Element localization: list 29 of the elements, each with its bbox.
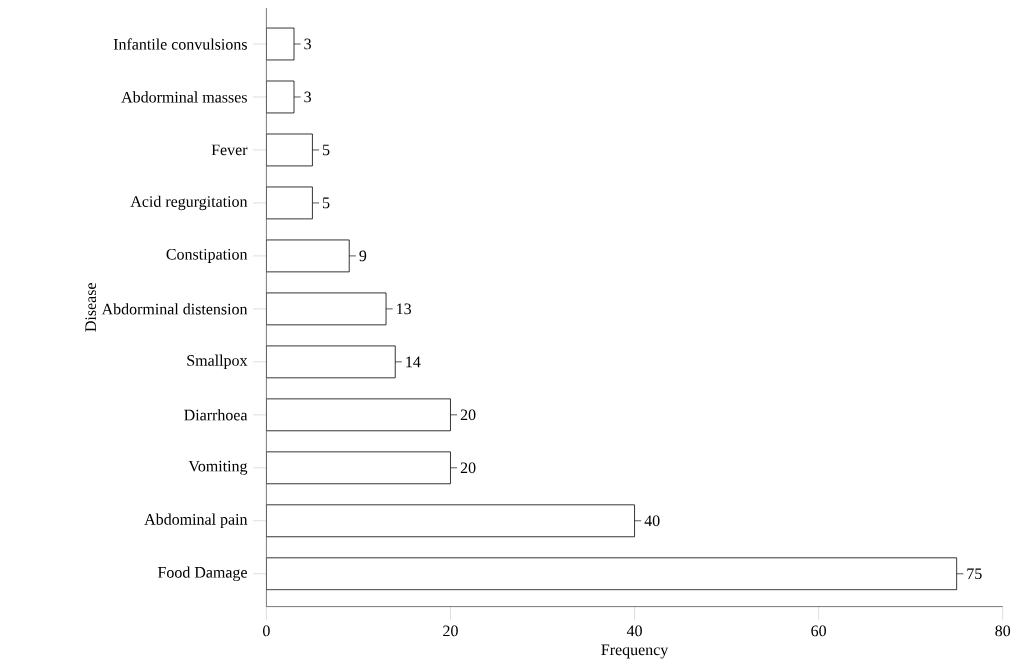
data-label: 75: [967, 568, 982, 580]
x-axis-title: Frequency: [601, 644, 669, 659]
x-tick-label: 60: [811, 625, 827, 637]
data-label: 13: [397, 303, 412, 315]
x-tick-label: 0: [263, 625, 270, 637]
data-label: 3: [304, 38, 312, 50]
data-label: 5: [322, 197, 330, 209]
y-tick-label: Fever: [211, 144, 248, 156]
x-tick-label: 40: [626, 625, 642, 637]
y-tick-label: Constipation: [166, 249, 248, 264]
y-tick-label: Abdorminal distension: [101, 303, 248, 315]
y-tick-label: Smallpox: [187, 354, 248, 370]
data-label: 40: [644, 515, 660, 527]
y-tick-label: Acid regurgitation: [130, 195, 248, 211]
data-label: 20: [460, 462, 476, 474]
data-label: 5: [322, 144, 330, 156]
data-label: 9: [359, 250, 367, 262]
y-tick-label: Food Damage: [157, 566, 247, 582]
y-tick-label: Diarrhoea: [184, 409, 248, 421]
x-tick-label: 20: [443, 625, 458, 637]
x-tick-label: 80: [995, 625, 1011, 637]
y-tick-label: Abdominal pain: [144, 513, 248, 529]
data-label: 3: [304, 91, 312, 103]
y-tick-label: Infantile convulsions: [113, 38, 247, 50]
y-axis-title: Disease: [85, 283, 97, 332]
data-label: 20: [460, 409, 476, 421]
y-tick-label: Abdorminal masses: [121, 91, 247, 103]
data-label: 14: [406, 356, 421, 368]
y-tick-label: Vomiting: [188, 460, 248, 475]
